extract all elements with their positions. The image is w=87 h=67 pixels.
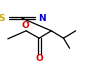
- Text: O: O: [21, 21, 29, 30]
- Text: S: S: [0, 14, 5, 23]
- Text: N: N: [38, 14, 46, 23]
- Text: O: O: [35, 54, 43, 63]
